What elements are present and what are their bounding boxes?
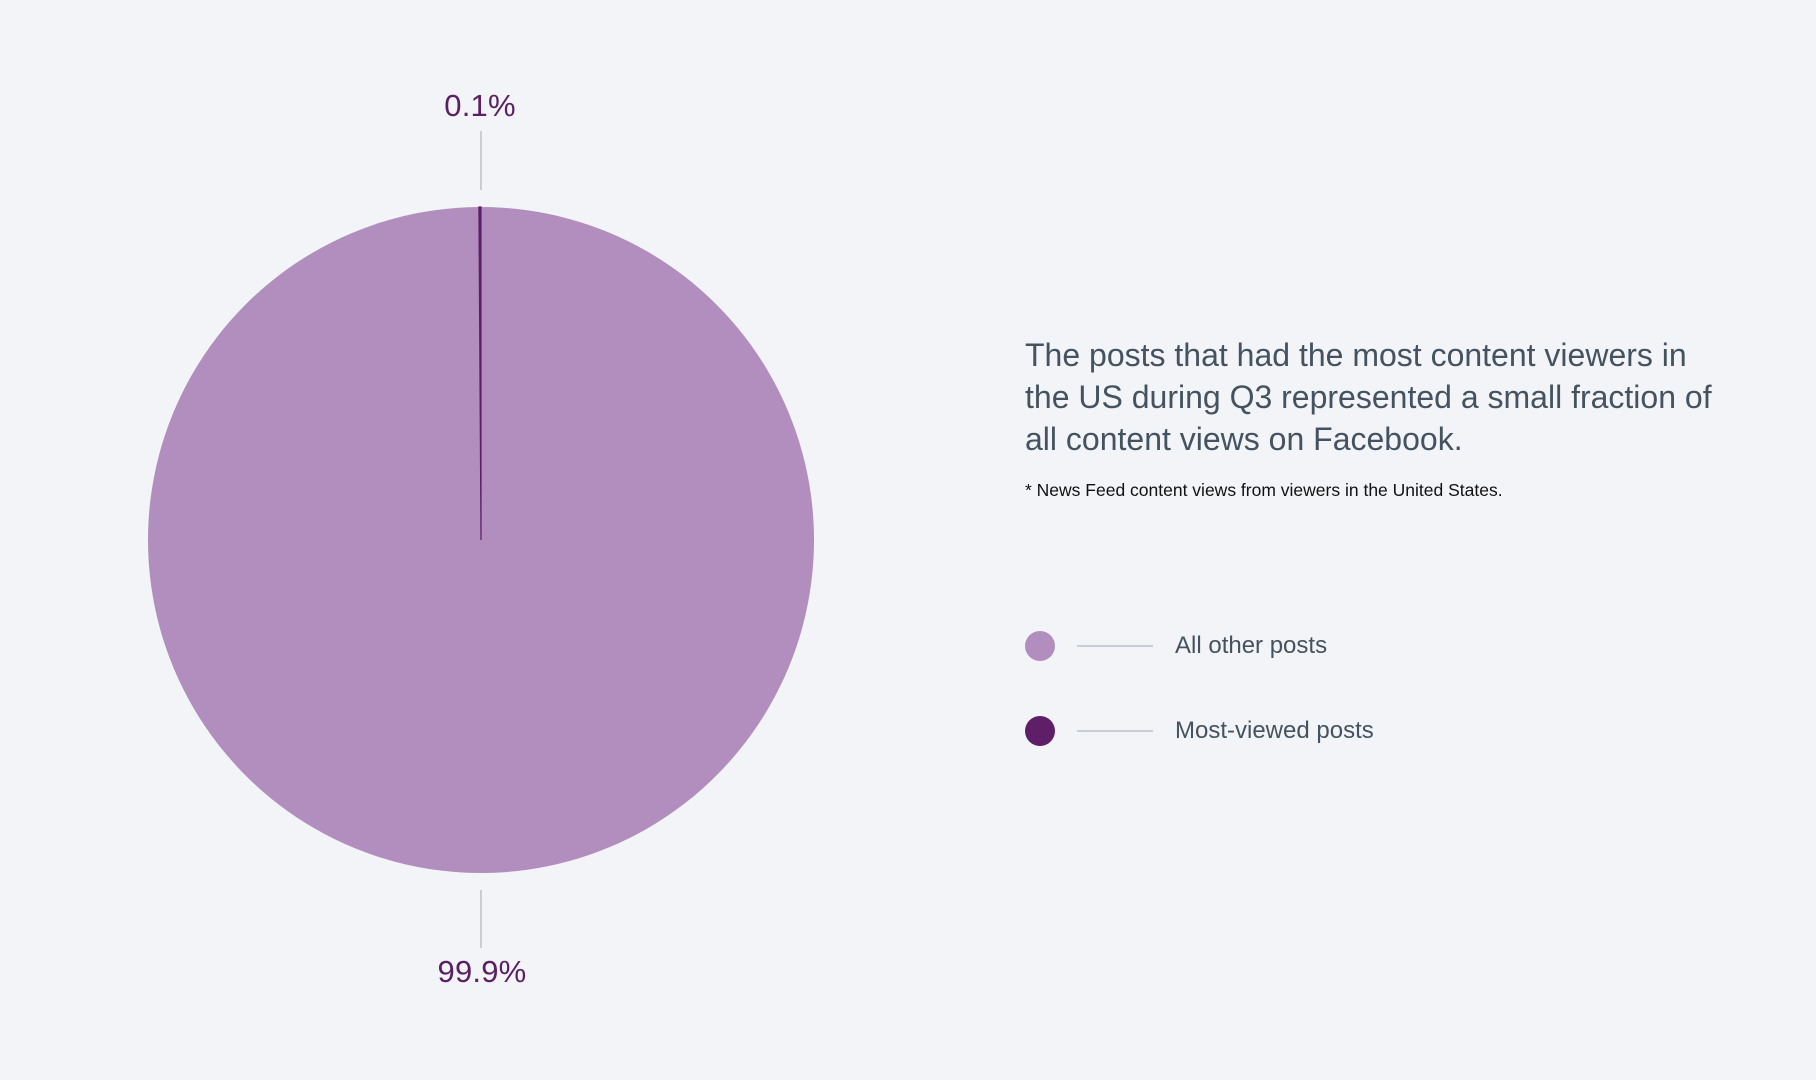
legend-item-all-other-posts: All other posts [1025, 630, 1327, 662]
data-label-all-other: 99.9% [437, 954, 527, 989]
pie-slice-most-viewed [478, 206, 482, 541]
legend-swatch-most-viewed [1025, 716, 1055, 746]
legend-label-most-viewed: Most-viewed posts [1175, 717, 1374, 744]
legend-connector [1077, 645, 1153, 647]
legend-label-all-other: All other posts [1175, 632, 1328, 659]
data-label-most-viewed: 0.1% [444, 88, 516, 123]
chart-footnote: * News Feed content views from viewers i… [1025, 480, 1503, 500]
legend-connector [1077, 730, 1153, 732]
legend-item-most-viewed-posts: Most-viewed posts [1025, 715, 1374, 747]
chart-title: The posts that had the most content view… [1025, 337, 1712, 457]
legend-swatch-all-other [1025, 631, 1055, 661]
